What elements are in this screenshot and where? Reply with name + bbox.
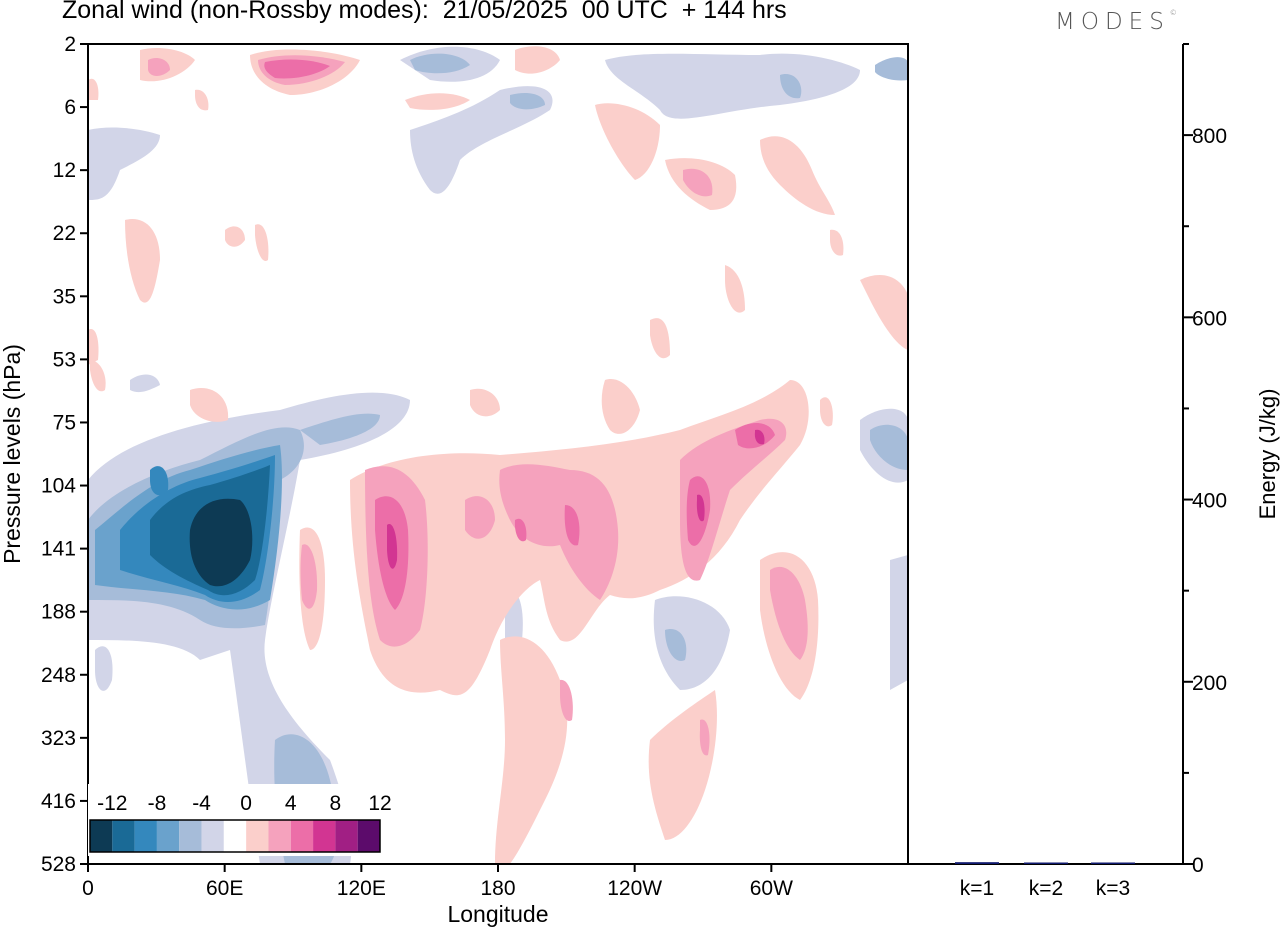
energy-category-label: k=2 [1029, 877, 1063, 900]
positive-strong-region [264, 59, 775, 610]
colorbar-swatch [223, 820, 247, 852]
energy-axis-ticks: 0 200 400 600 800 [1183, 43, 1227, 877]
colorbar-label: -4 [192, 792, 211, 815]
y-tick-label: 6 [64, 96, 76, 119]
energy-category-label: k=3 [1096, 877, 1130, 900]
x-tick-label: 180 [480, 877, 515, 900]
y-tick-label: 2 [64, 33, 76, 56]
y-tick-label: 528 [41, 853, 76, 876]
colorbar-swatch [179, 820, 202, 852]
y-tick-label: 35 [53, 285, 76, 308]
colorbar-swatch [313, 820, 336, 852]
y-tick-label: 416 [41, 790, 76, 813]
colorbar-label: 0 [240, 792, 252, 815]
y-tick-label: 323 [41, 727, 76, 750]
y-tick-label: 141 [41, 538, 76, 561]
energy-bar [1091, 862, 1135, 864]
y-tick-label: 188 [41, 601, 76, 624]
y-axis-ticks: 2 6 12 22 35 53 75 104 141 188 248 323 416 528 [41, 33, 88, 876]
energy-tick-label: 600 [1192, 307, 1227, 330]
positive-core-region [387, 429, 765, 569]
x-axis-title: Longitude [447, 901, 548, 927]
colorbar-frame [89, 819, 381, 853]
colorbar-swatch [134, 820, 157, 852]
colorbar-label: 8 [330, 792, 342, 815]
energy-axis-title: Energy (J/kg) [1255, 389, 1280, 520]
colorbar-swatch [90, 820, 113, 852]
brand-text: MODES [1055, 9, 1170, 35]
energy-tick-label: 0 [1192, 854, 1204, 877]
x-tick-label: 60E [206, 877, 243, 900]
colorbar-swatch [246, 820, 269, 852]
energy-category-label: k=1 [960, 877, 994, 900]
x-tick-label: 120E [337, 877, 386, 900]
energy-tick-label: 800 [1192, 125, 1227, 148]
colorbar-swatch [290, 820, 314, 852]
y-tick-label: 75 [53, 411, 76, 434]
energy-tick-label: 200 [1192, 672, 1227, 695]
x-tick-label: 60W [750, 877, 793, 900]
colorbar-label: 4 [285, 792, 297, 815]
colorbar: -12 -8 -4 0 4 8 12 [88, 784, 392, 856]
colorbar-label: -8 [148, 792, 167, 815]
x-axis-ticks: 0 60E 120E 180 120W 60W [82, 864, 793, 900]
y-tick-label: 53 [53, 348, 76, 371]
colorbar-swatch [156, 820, 180, 852]
colorbar-swatch [201, 820, 224, 852]
energy-bar [955, 862, 999, 864]
colorbar-swatch [357, 820, 380, 852]
y-tick-label: 22 [53, 222, 76, 245]
modes-logo: MODES© [1055, 9, 1177, 35]
colorbar-label: -12 [97, 792, 127, 815]
y-tick-label: 12 [53, 159, 76, 182]
x-tick-label: 120W [607, 877, 662, 900]
energy-bars: k=1 k=2 k=3 [955, 862, 1135, 900]
colorbar-label: 12 [368, 792, 391, 815]
chart-title: Zonal wind (non-Rossby modes): 21/05/202… [62, 0, 787, 24]
y-tick-label: 104 [41, 475, 76, 498]
y-tick-label: 248 [41, 664, 76, 687]
colorbar-swatch [268, 820, 291, 852]
contour-field [88, 46, 908, 864]
y-axis-title: Pressure levels (hPa) [0, 344, 25, 564]
colorbar-swatch [112, 820, 135, 852]
x-tick-label: 0 [82, 877, 94, 900]
negative-strong-region [95, 445, 282, 610]
energy-tick-label: 400 [1192, 490, 1227, 513]
positive-mid-region [148, 55, 808, 756]
energy-bar [1024, 862, 1068, 864]
colorbar-swatch [335, 820, 358, 852]
